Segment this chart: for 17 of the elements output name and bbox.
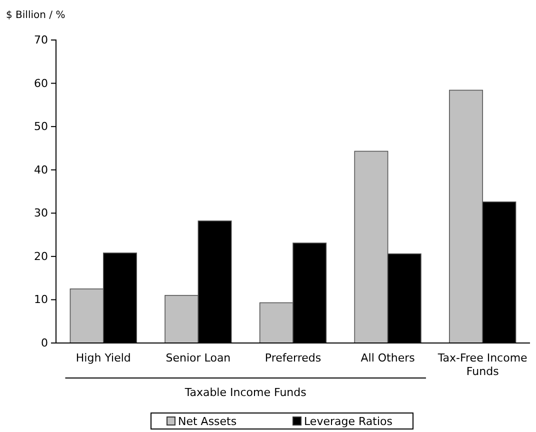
y-tick-label: 10 <box>34 293 48 306</box>
text: Taxable Income Funds <box>184 386 307 399</box>
y-tick-label: 70 <box>34 34 48 47</box>
x-tick-label: High Yield <box>76 351 131 364</box>
x-tick-label: Preferreds <box>264 351 322 364</box>
y-tick-label: 40 <box>34 163 48 176</box>
y-axis-title: $ Billion / % <box>6 10 66 21</box>
y-tick-label: 30 <box>34 206 48 220</box>
y-tick-label: 50 <box>34 120 48 134</box>
legend-label: Net Assets <box>178 415 237 428</box>
x-tick-label: All Others <box>360 351 416 364</box>
legend-label: Leverage Ratios <box>304 415 393 428</box>
y-tick-label: 60 <box>34 76 48 90</box>
y-tick-label: 0 <box>41 336 48 350</box>
x-tick-label: Senior Loan <box>166 351 231 364</box>
x-tick-label: Tax-Free Income Funds <box>436 351 528 378</box>
y-tick-label: 20 <box>34 250 48 263</box>
